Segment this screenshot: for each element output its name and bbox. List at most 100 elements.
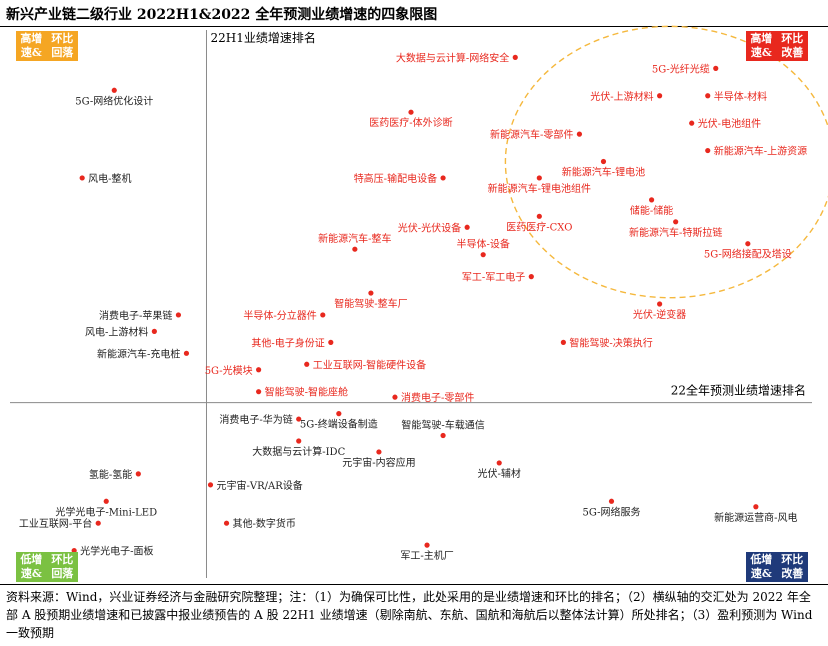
data-point-label: 风电-上游材料 bbox=[85, 325, 148, 338]
quadrant-badge-bottom-left-line1: 低增速& bbox=[20, 553, 43, 580]
quadrant-badge-top-left-line2: 环比回落 bbox=[51, 32, 74, 59]
data-point bbox=[296, 438, 302, 444]
data-point-label: 光伏-辅材 bbox=[478, 467, 521, 480]
data-point-label: 消费电子-零部件 bbox=[401, 391, 474, 404]
data-point bbox=[392, 394, 398, 400]
data-point-label: 风电-整机 bbox=[88, 172, 131, 185]
footnote: 资料来源：Wind，兴业证券经济与金融研究院整理；注：（1）为确保可比性，此处采… bbox=[6, 590, 813, 640]
data-point bbox=[79, 175, 85, 181]
quadrant-badge-bottom-right-line2: 环比改善 bbox=[781, 553, 804, 580]
data-point bbox=[256, 389, 262, 395]
data-point-label: 医药医疗-体外诊断 bbox=[369, 116, 452, 129]
data-point-label: 智能驾驶-决策执行 bbox=[569, 336, 652, 349]
data-point bbox=[336, 411, 342, 417]
data-point-label: 新能源汽车-特斯拉链 bbox=[629, 226, 722, 239]
data-point-label: 半导体-设备 bbox=[456, 238, 509, 251]
data-point-label: 军工-军工电子 bbox=[462, 271, 525, 284]
data-point-label: 光学光电子-面板 bbox=[80, 545, 153, 558]
data-point-label: 新能源汽车-锂电池 bbox=[562, 166, 645, 179]
data-point-label: 新能源汽车-零部件 bbox=[490, 128, 573, 141]
quadrant-badge-bottom-right-line1: 低增速& bbox=[750, 553, 773, 580]
data-point-label: 新能源汽车-整车 bbox=[318, 232, 391, 245]
data-point bbox=[408, 109, 414, 115]
data-point-label: 新能源汽车-上游资源 bbox=[714, 145, 807, 158]
data-point-label: 元宇宙-VR/AR设备 bbox=[217, 479, 303, 492]
highlight-circle bbox=[504, 25, 828, 299]
data-point-label: 光伏-逆变器 bbox=[633, 308, 686, 321]
data-point bbox=[95, 520, 101, 526]
data-point-label: 工业互联网-智能硬件设备 bbox=[313, 358, 426, 371]
data-point bbox=[135, 471, 141, 477]
data-point bbox=[560, 339, 566, 345]
data-point bbox=[440, 432, 446, 439]
data-point bbox=[512, 54, 518, 61]
data-point bbox=[753, 504, 759, 510]
quadrant-badge-top-left: 高增速& 环比回落 bbox=[16, 31, 78, 61]
data-point-label: 新能源汽车-锂电池组件 bbox=[488, 182, 591, 195]
data-point-label: 光学光电子-Mini-LED bbox=[55, 505, 157, 518]
data-point bbox=[424, 542, 430, 548]
data-point bbox=[496, 460, 502, 466]
quadrant-chart: 22H1业绩增速排名 22全年预测业绩增速排名 5G-网络优化设计风电-整机消费电子… bbox=[10, 25, 828, 578]
data-point bbox=[111, 87, 117, 93]
data-point-label: 光伏-电池组件 bbox=[698, 117, 761, 130]
data-point-label: 智能驾驶-车载通信 bbox=[401, 419, 484, 432]
data-point bbox=[304, 361, 310, 367]
data-point-label: 元宇宙-内容应用 bbox=[342, 456, 415, 469]
quadrant-badge-bottom-left-line2: 环比回落 bbox=[51, 553, 74, 580]
data-point bbox=[368, 290, 374, 296]
data-point bbox=[328, 339, 334, 345]
data-point-label: 5G-网络服务 bbox=[583, 505, 641, 518]
quadrant-badge-bottom-left: 低增速& 环比回落 bbox=[16, 552, 78, 582]
data-point-label: 医药医疗-CXO bbox=[506, 220, 572, 233]
data-point-label: 消费电子-苹果链 bbox=[99, 309, 172, 322]
data-point bbox=[576, 131, 583, 137]
data-point bbox=[175, 312, 182, 318]
data-point bbox=[151, 328, 157, 334]
data-point bbox=[600, 158, 607, 165]
data-point-label: 军工-主机厂 bbox=[400, 549, 453, 562]
title-divider bbox=[0, 26, 828, 27]
data-point-label: 大数据与云计算-网络安全 bbox=[396, 51, 509, 64]
data-point-label: 新能源运营商-风电 bbox=[714, 511, 797, 524]
data-point bbox=[464, 224, 470, 230]
data-point-label: 氢能-氢能 bbox=[89, 468, 132, 481]
data-point bbox=[745, 241, 751, 247]
data-point-label: 工业互联网-平台 bbox=[19, 517, 92, 530]
data-point bbox=[320, 312, 326, 318]
data-point-label: 特高压-输配电设备 bbox=[354, 172, 437, 185]
data-point-label: 其他-数字货币 bbox=[233, 517, 296, 530]
data-point bbox=[296, 416, 302, 422]
data-point bbox=[183, 350, 190, 356]
quadrant-badge-top-right-line1: 高增速& bbox=[750, 32, 773, 59]
quadrant-badge-top-right: 高增速& 环比改善 bbox=[746, 31, 808, 61]
data-point-label: 光伏-上游材料 bbox=[590, 90, 653, 103]
data-point bbox=[608, 498, 615, 504]
data-point-label: 5G-光纤光缆 bbox=[652, 62, 710, 75]
data-point-label: 智能驾驶-整车厂 bbox=[334, 297, 407, 310]
data-point bbox=[256, 367, 262, 373]
data-point-label: 5G-网络接配及塔设 bbox=[704, 248, 792, 261]
data-point-label: 消费电子-华为链 bbox=[219, 413, 292, 426]
data-point bbox=[689, 120, 695, 126]
x-axis-label: 22全年预测业绩增速排名 bbox=[671, 383, 806, 398]
data-point-label: 半导体-分立器件 bbox=[243, 309, 316, 322]
data-point bbox=[657, 93, 663, 99]
data-point-label: 5G-终端设备制造 bbox=[300, 418, 378, 431]
data-point bbox=[223, 520, 230, 526]
data-point bbox=[713, 65, 719, 71]
data-point bbox=[480, 252, 486, 258]
data-point bbox=[71, 548, 77, 554]
data-point-label: 5G-光模块 bbox=[205, 364, 253, 377]
data-point bbox=[103, 498, 109, 504]
quadrant-badge-top-left-line1: 高增速& bbox=[20, 32, 43, 59]
data-point bbox=[440, 175, 446, 181]
chart-title: 新兴产业链二级行业 2022H1&2022 全年预测业绩增速的四象限图 bbox=[6, 7, 438, 23]
data-point bbox=[673, 219, 679, 225]
quadrant-badge-bottom-right: 低增速& 环比改善 bbox=[746, 552, 808, 582]
data-point bbox=[649, 197, 655, 203]
data-point bbox=[528, 274, 534, 280]
data-point-label: 大数据与云计算-IDC bbox=[252, 445, 345, 458]
data-point-label: 智能驾驶-智能座舱 bbox=[265, 386, 348, 399]
data-point-label: 光伏-光伏设备 bbox=[398, 221, 461, 234]
